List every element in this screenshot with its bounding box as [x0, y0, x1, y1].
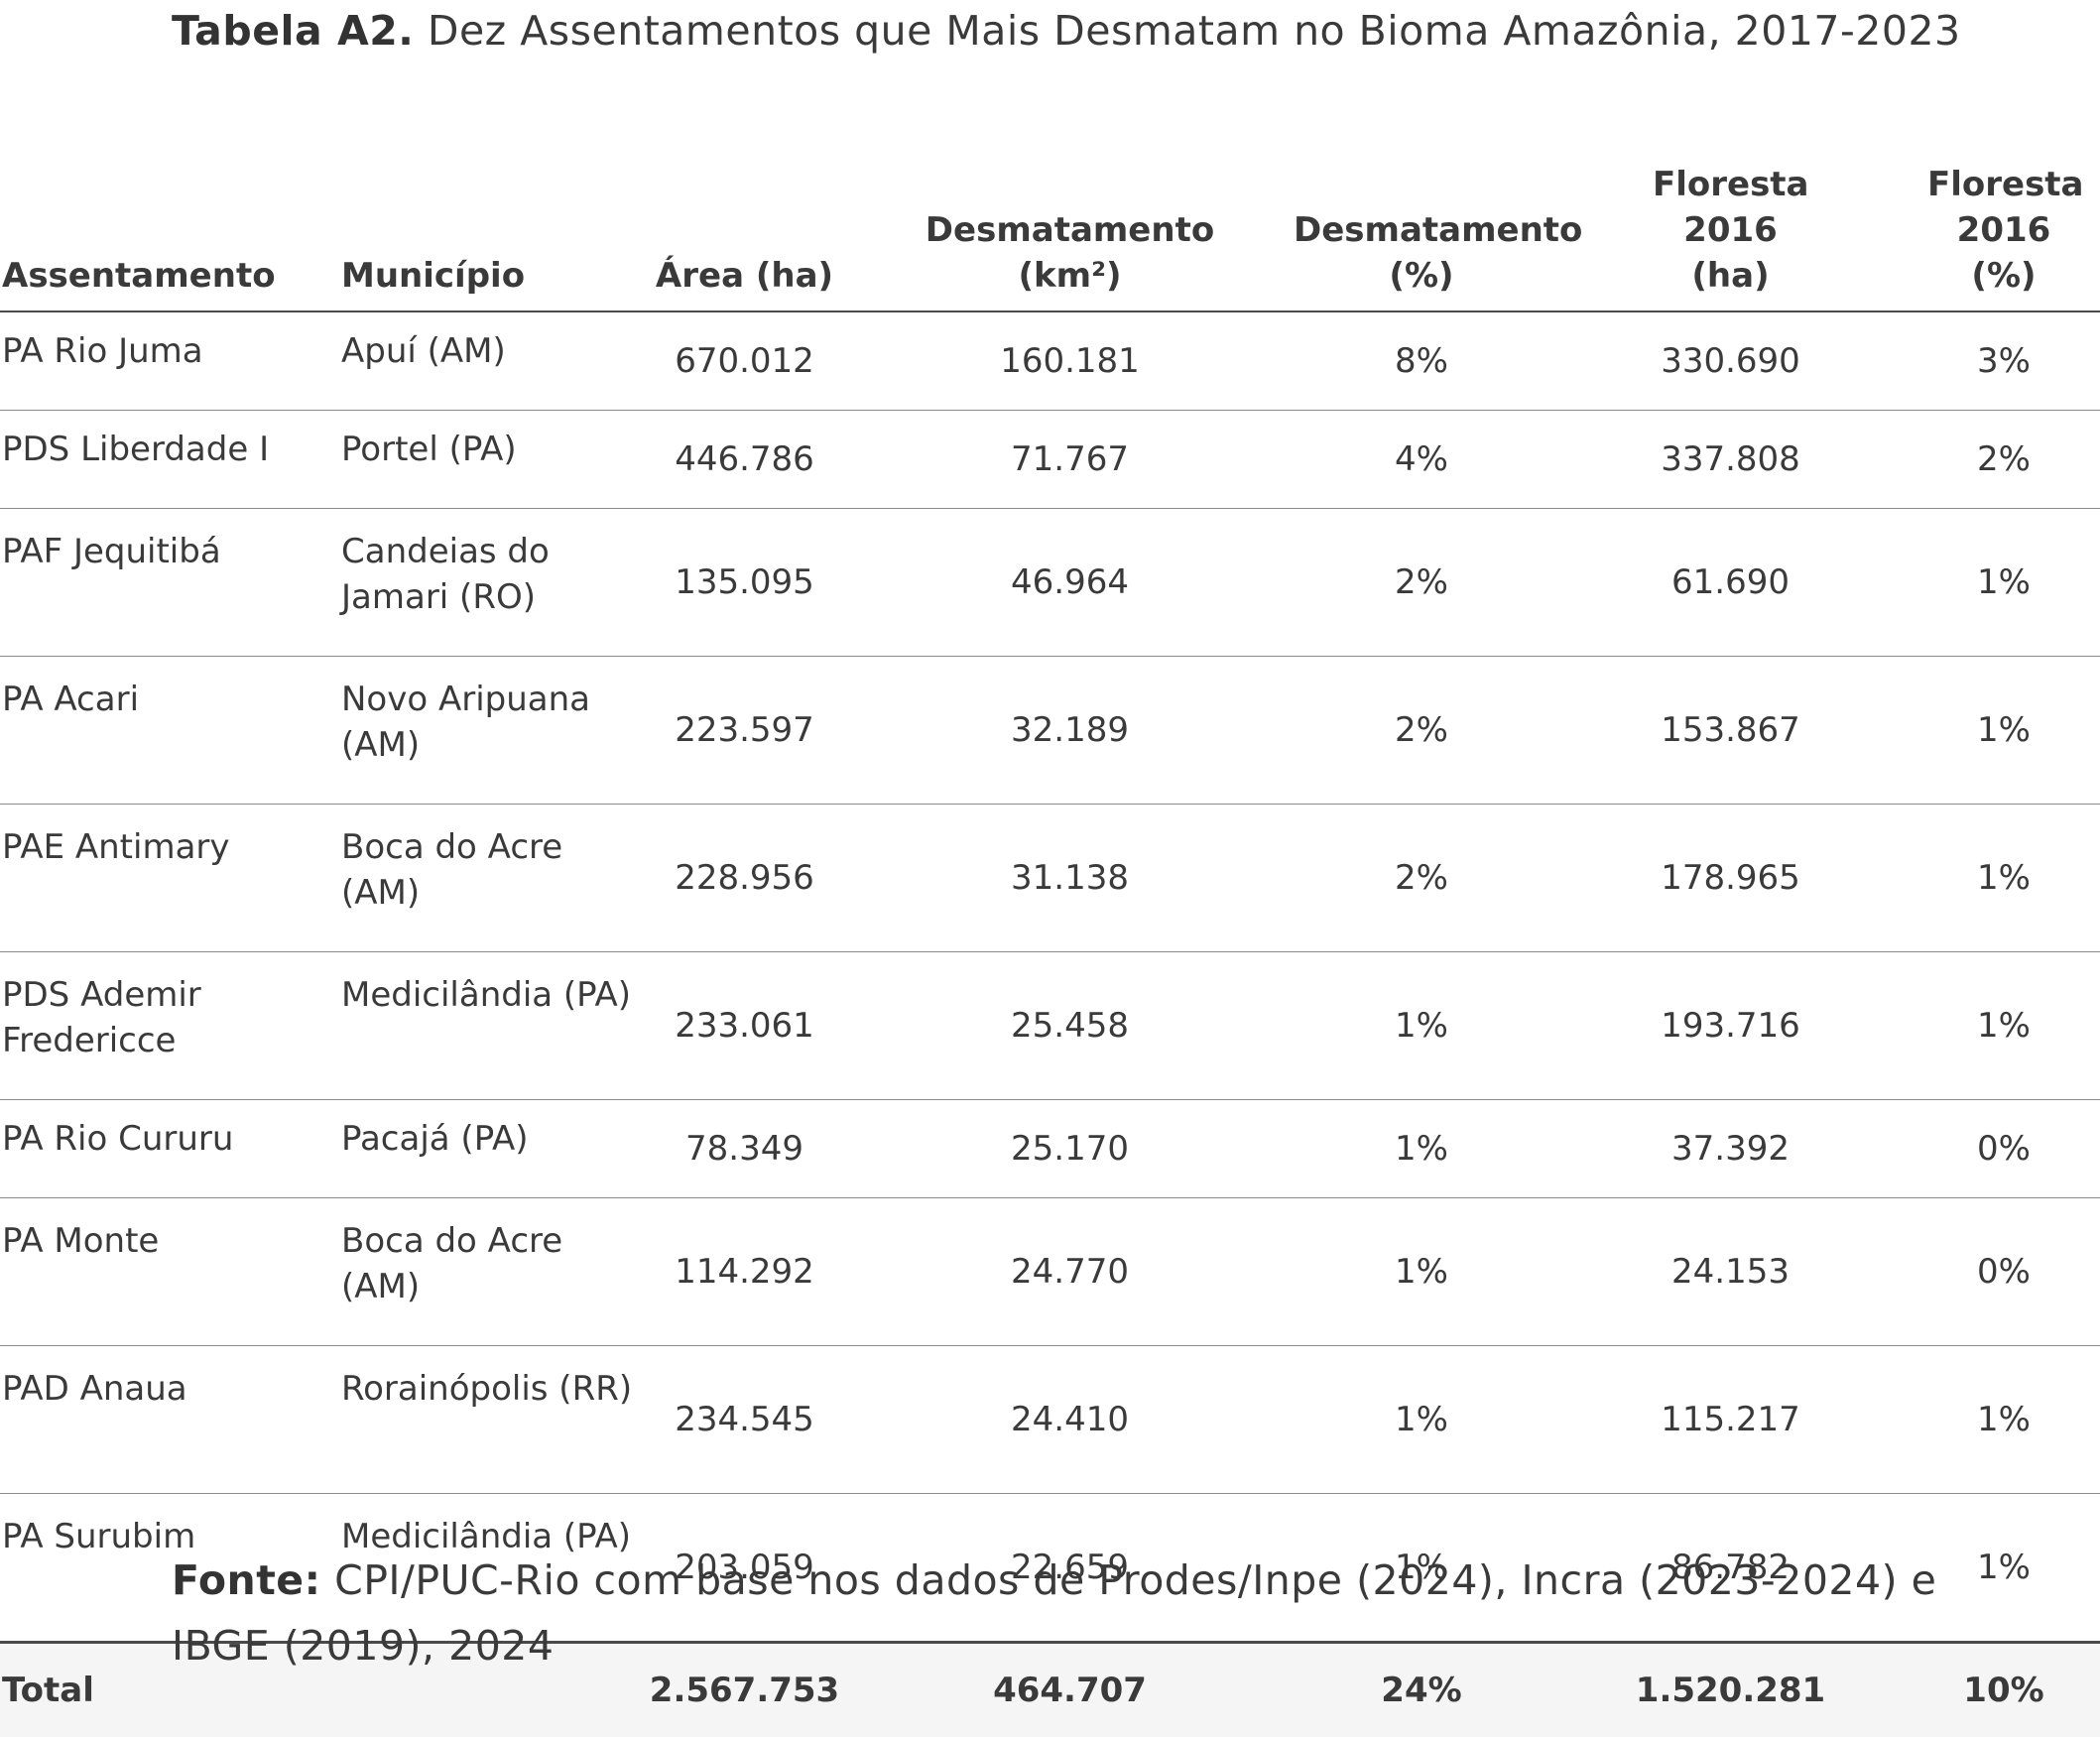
- caption-label: Tabela A2.: [172, 7, 414, 55]
- table-row: PA Monte Boca do Acre (AM) 114.292 24.77…: [0, 1198, 2100, 1346]
- cell-floresta-pct: 1%: [1908, 1346, 2100, 1494]
- cell-floresta-ha: 330.690: [1553, 311, 1908, 411]
- cell-floresta-pct: 3%: [1908, 311, 2100, 411]
- cell-municipio: Pacajá (PA): [339, 1100, 639, 1198]
- cell-area: 233.061: [639, 952, 850, 1100]
- cell-assentamento: PAF Jequitibá: [0, 509, 339, 657]
- cell-floresta-pct: 2%: [1908, 411, 2100, 509]
- table-row: PDS Liberdade I Portel (PA) 446.786 71.7…: [0, 411, 2100, 509]
- cell-floresta-pct: 1%: [1908, 952, 2100, 1100]
- table-body: PA Rio Juma Apuí (AM) 670.012 160.181 8%…: [0, 311, 2100, 1643]
- header-desmatamento-km2: Desmatamento (km²): [850, 154, 1290, 311]
- cell-desmatamento-pct: 1%: [1290, 1346, 1553, 1494]
- source-label: Fonte:: [172, 1556, 321, 1604]
- header-desmatamento-pct: Desmatamento (%): [1290, 154, 1553, 311]
- cell-municipio: Portel (PA): [339, 411, 639, 509]
- header-floresta-ha: Floresta 2016 (ha): [1553, 154, 1908, 311]
- source-note: Fonte: CPI/PUC-Rio com base nos dados de…: [172, 1548, 1977, 1678]
- header-assentamento: Assentamento: [0, 154, 339, 311]
- header-floresta-ha-text: Floresta 2016 (ha): [1653, 165, 1809, 296]
- cell-floresta-ha: 178.965: [1553, 805, 1908, 952]
- cell-municipio: Apuí (AM): [339, 311, 639, 411]
- caption-text: Dez Assentamentos que Mais Desmatam no B…: [428, 7, 1961, 55]
- cell-floresta-ha: 37.392: [1553, 1100, 1908, 1198]
- cell-assentamento: PA Rio Cururu: [0, 1100, 339, 1198]
- header-row: Assentamento Município Área (ha) Desmata…: [0, 154, 2100, 311]
- source-text: CPI/PUC-Rio com base nos dados de Prodes…: [172, 1556, 1936, 1670]
- cell-desmatamento-pct: 1%: [1290, 952, 1553, 1100]
- cell-floresta-ha: 153.867: [1553, 657, 1908, 805]
- cell-area: 234.545: [639, 1346, 850, 1494]
- cell-floresta-ha: 61.690: [1553, 509, 1908, 657]
- cell-desmatamento-pct: 1%: [1290, 1100, 1553, 1198]
- table-row: PAF Jequitibá Candeias do Jamari (RO) 13…: [0, 509, 2100, 657]
- table-row: PA Rio Juma Apuí (AM) 670.012 160.181 8%…: [0, 311, 2100, 411]
- cell-area: 446.786: [639, 411, 850, 509]
- table-row: PDS Ademir Fredericce Medicilândia (PA) …: [0, 952, 2100, 1100]
- cell-municipio: Candeias do Jamari (RO): [339, 509, 639, 657]
- cell-desmatamento-pct: 2%: [1290, 657, 1553, 805]
- cell-desmatamento-pct: 8%: [1290, 311, 1553, 411]
- cell-floresta-ha: 24.153: [1553, 1198, 1908, 1346]
- table-row: PAE Antimary Boca do Acre (AM) 228.956 3…: [0, 805, 2100, 952]
- table-row: PA Rio Cururu Pacajá (PA) 78.349 25.170 …: [0, 1100, 2100, 1198]
- cell-municipio: Medicilândia (PA): [339, 952, 639, 1100]
- table-caption: Tabela A2. Dez Assentamentos que Mais De…: [172, 0, 1977, 67]
- cell-desmatamento-km2: 32.189: [850, 657, 1290, 805]
- cell-floresta-pct: 1%: [1908, 509, 2100, 657]
- table-header: Assentamento Município Área (ha) Desmata…: [0, 154, 2100, 311]
- cell-floresta-pct: 1%: [1908, 805, 2100, 952]
- header-area: Área (ha): [639, 154, 850, 311]
- cell-desmatamento-km2: 24.770: [850, 1198, 1290, 1346]
- cell-assentamento: PA Monte: [0, 1198, 339, 1346]
- cell-desmatamento-pct: 4%: [1290, 411, 1553, 509]
- cell-municipio: Boca do Acre (AM): [339, 805, 639, 952]
- cell-area: 223.597: [639, 657, 850, 805]
- cell-assentamento: PAE Antimary: [0, 805, 339, 952]
- cell-desmatamento-pct: 2%: [1290, 509, 1553, 657]
- cell-floresta-pct: 1%: [1908, 657, 2100, 805]
- cell-area: 114.292: [639, 1198, 850, 1346]
- header-municipio: Município: [339, 154, 639, 311]
- cell-municipio: Rorainópolis (RR): [339, 1346, 639, 1494]
- cell-area: 135.095: [639, 509, 850, 657]
- cell-municipio: Novo Aripuana (AM): [339, 657, 639, 805]
- cell-floresta-ha: 337.808: [1553, 411, 1908, 509]
- cell-area: 670.012: [639, 311, 850, 411]
- cell-floresta-pct: 0%: [1908, 1198, 2100, 1346]
- cell-desmatamento-km2: 46.964: [850, 509, 1290, 657]
- cell-desmatamento-km2: 25.170: [850, 1100, 1290, 1198]
- cell-assentamento: PAD Anaua: [0, 1346, 339, 1494]
- cell-assentamento: PA Rio Juma: [0, 311, 339, 411]
- cell-floresta-ha: 193.716: [1553, 952, 1908, 1100]
- header-floresta-pct: Floresta 2016 (%): [1908, 154, 2100, 311]
- header-desmatamento-km2-text: Desmatamento (km²): [926, 210, 1214, 296]
- cell-desmatamento-pct: 1%: [1290, 1198, 1553, 1346]
- cell-municipio: Boca do Acre (AM): [339, 1198, 639, 1346]
- cell-assentamento: PDS Ademir Fredericce: [0, 952, 339, 1100]
- cell-floresta-pct: 0%: [1908, 1100, 2100, 1198]
- table-row: PAD Anaua Rorainópolis (RR) 234.545 24.4…: [0, 1346, 2100, 1494]
- cell-desmatamento-km2: 71.767: [850, 411, 1290, 509]
- table-row: PA Acari Novo Aripuana (AM) 223.597 32.1…: [0, 657, 2100, 805]
- cell-desmatamento-km2: 31.138: [850, 805, 1290, 952]
- cell-desmatamento-km2: 24.410: [850, 1346, 1290, 1494]
- settlements-table: Assentamento Município Área (ha) Desmata…: [0, 154, 2100, 1737]
- cell-desmatamento-km2: 25.458: [850, 952, 1290, 1100]
- cell-assentamento: PA Acari: [0, 657, 339, 805]
- header-desmatamento-pct-text: Desmatamento (%): [1294, 210, 1582, 296]
- cell-area: 78.349: [639, 1100, 850, 1198]
- cell-area: 228.956: [639, 805, 850, 952]
- cell-desmatamento-km2: 160.181: [850, 311, 1290, 411]
- header-floresta-pct-text: Floresta 2016 (%): [1927, 165, 2084, 296]
- cell-floresta-ha: 115.217: [1553, 1346, 1908, 1494]
- cell-desmatamento-pct: 2%: [1290, 805, 1553, 952]
- cell-assentamento: PDS Liberdade I: [0, 411, 339, 509]
